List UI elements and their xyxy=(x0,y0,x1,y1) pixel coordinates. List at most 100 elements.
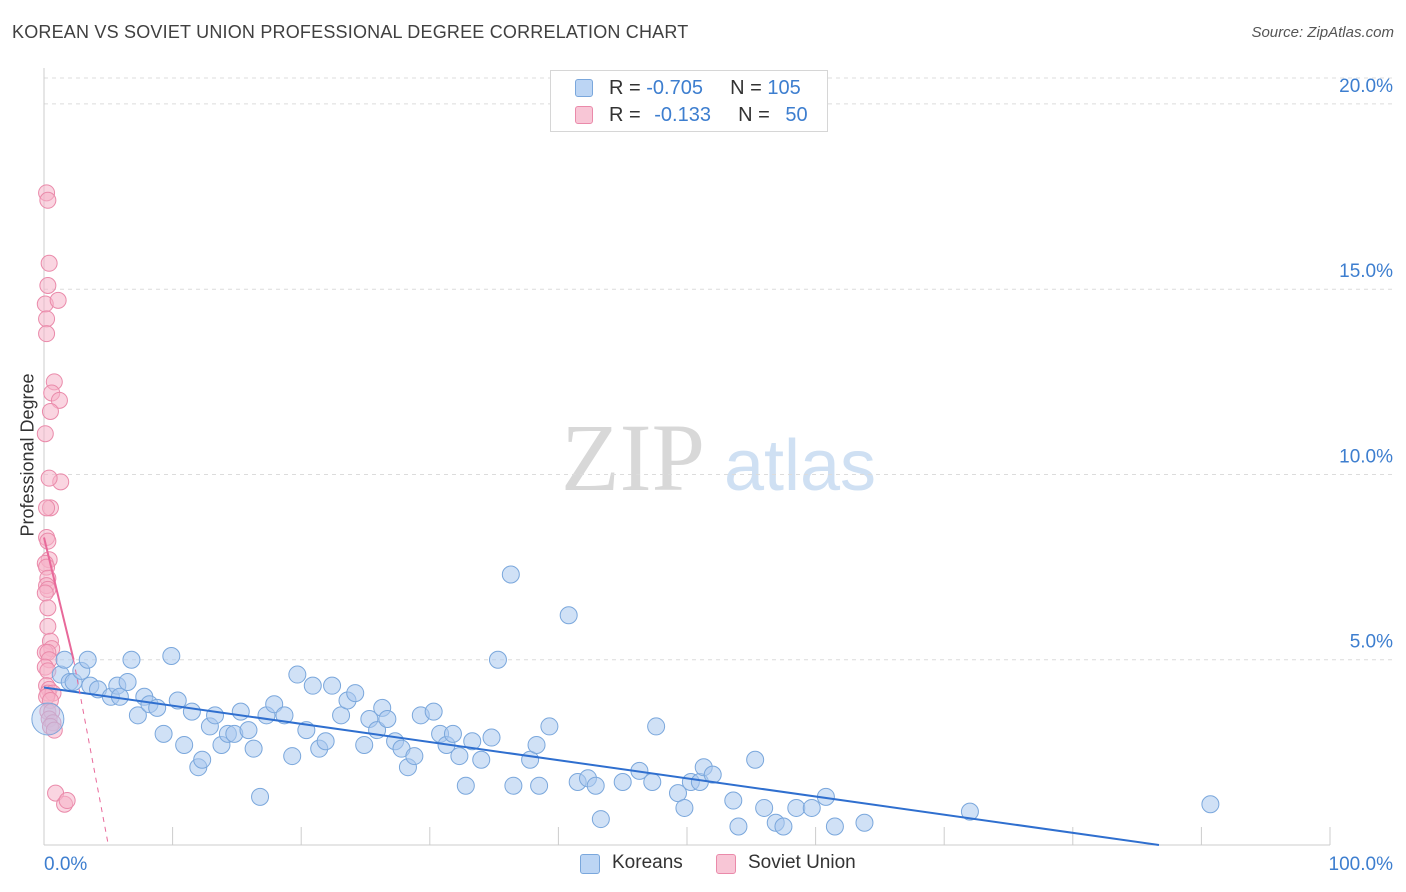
soviet-union-point xyxy=(49,291,67,309)
chart-title: KOREAN VS SOVIET UNION PROFESSIONAL DEGR… xyxy=(12,22,689,42)
koreans-point xyxy=(668,784,687,803)
y-tick-label: 20.0% xyxy=(1339,76,1393,97)
soviet-union-point xyxy=(38,325,56,343)
soviet-n-value: 50 xyxy=(785,104,808,126)
koreans-point xyxy=(755,798,774,817)
soviet-union-point xyxy=(38,310,56,328)
soviet-union-point xyxy=(36,584,54,602)
koreans-point xyxy=(231,702,250,721)
koreans-point xyxy=(504,776,523,795)
koreans-legend-label: Koreans xyxy=(612,852,683,873)
koreans-point xyxy=(182,702,201,721)
koreans-point xyxy=(1201,795,1220,814)
koreans-point xyxy=(128,706,147,725)
soviet-legend-swatch xyxy=(716,854,736,874)
koreans-point xyxy=(55,650,74,669)
koreans-point xyxy=(802,798,821,817)
koreans-point xyxy=(488,650,507,669)
soviet-union-point xyxy=(50,391,68,409)
koreans-point xyxy=(559,606,578,625)
soviet-union-point xyxy=(38,499,56,517)
y-tick-label: 5.0% xyxy=(1350,632,1393,653)
koreans-point xyxy=(162,647,181,666)
watermark-zip: ZIP xyxy=(561,404,705,511)
koreans-point xyxy=(31,702,65,736)
soviet-union-point xyxy=(39,617,57,635)
koreans-n-value: 105 xyxy=(767,77,801,99)
tick-labels: 5.0% 10.0% 15.0% 20.0% 0.0% 100.0% xyxy=(44,76,1393,875)
soviet-n-label: N = xyxy=(738,104,776,126)
koreans-point xyxy=(540,717,559,736)
koreans-point xyxy=(724,791,743,810)
koreans-point xyxy=(647,717,666,736)
watermark-atlas: atlas xyxy=(724,426,876,506)
koreans-point xyxy=(527,735,546,754)
soviet-r-value: -0.133 xyxy=(654,104,711,126)
koreans-point xyxy=(122,650,141,669)
koreans-point xyxy=(288,665,307,684)
koreans-point xyxy=(960,802,979,821)
koreans-point xyxy=(323,676,342,695)
koreans-points xyxy=(31,565,1220,836)
soviet-union-points xyxy=(36,184,76,813)
koreans-point xyxy=(675,798,694,817)
koreans-point xyxy=(613,773,632,792)
koreans-point xyxy=(482,728,501,747)
koreans-point xyxy=(463,732,482,751)
koreans-point xyxy=(316,732,335,751)
koreans-r-value: -0.705 xyxy=(646,77,703,99)
koreans-point xyxy=(303,676,322,695)
koreans-point xyxy=(586,776,605,795)
source-label: Source: ZipAtlas.com xyxy=(1251,24,1394,41)
soviet-union-point xyxy=(39,532,57,550)
soviet-union-point xyxy=(45,721,63,739)
x-tick-label-min: 0.0% xyxy=(44,854,87,875)
koreans-legend-swatch xyxy=(580,854,600,874)
soviet-union-point xyxy=(41,402,59,420)
koreans-point xyxy=(275,706,294,725)
koreans-r-label: R = xyxy=(609,77,647,99)
koreans-point xyxy=(501,565,520,584)
trend-lines xyxy=(43,537,1160,846)
koreans-point xyxy=(206,706,225,725)
koreans-point xyxy=(443,724,462,743)
koreans-point xyxy=(825,817,844,836)
koreans-point xyxy=(746,750,765,769)
koreans-point xyxy=(591,810,610,829)
y-tick-label: 10.0% xyxy=(1339,446,1393,467)
soviet-union-point xyxy=(39,191,57,209)
soviet-legend-label: Soviet Union xyxy=(748,852,856,873)
soviet-r-label: R = xyxy=(609,104,647,126)
koreans-point xyxy=(643,773,662,792)
koreans-point xyxy=(378,710,397,729)
koreans-point xyxy=(175,735,194,754)
soviet-union-trend-extension xyxy=(73,659,109,846)
koreans-point xyxy=(472,750,491,769)
koreans-n-label: N = xyxy=(730,77,768,99)
koreans-point xyxy=(774,817,793,836)
koreans-point xyxy=(193,750,212,769)
koreans-point xyxy=(355,735,374,754)
soviet-union-point xyxy=(39,276,57,294)
soviet-union-point xyxy=(36,425,54,443)
koreans-point xyxy=(405,747,424,766)
x-tick-label-max: 100.0% xyxy=(1329,854,1394,875)
koreans-point xyxy=(332,706,351,725)
grid-lines xyxy=(44,77,1392,661)
koreans-point xyxy=(530,776,549,795)
koreans-point xyxy=(729,817,748,836)
koreans-point xyxy=(424,702,443,721)
koreans-point xyxy=(456,776,475,795)
koreans-point xyxy=(154,724,173,743)
stats-legend: R = -0.705 N = 105 R = -0.133 N = 50 xyxy=(550,70,828,132)
soviet-union-point xyxy=(40,469,58,487)
koreans-point xyxy=(703,765,722,784)
koreans-point xyxy=(283,747,302,766)
soviet-union-point xyxy=(58,792,76,810)
koreans-point xyxy=(168,691,187,710)
koreans-point xyxy=(251,787,270,806)
koreans-point xyxy=(855,813,874,832)
watermark: ZIP atlas xyxy=(561,404,876,511)
koreans-point xyxy=(239,721,258,740)
